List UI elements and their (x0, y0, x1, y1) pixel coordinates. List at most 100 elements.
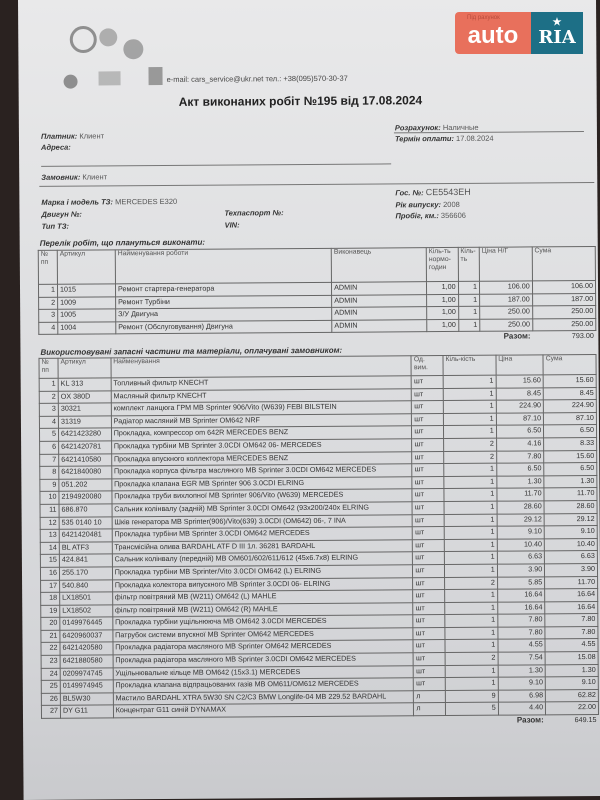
parts-cell: 23 (41, 655, 61, 669)
works-cell: 1 (458, 306, 480, 320)
parts-cell: 29.12 (544, 513, 598, 526)
parts-cell: 535 0140 10 (59, 516, 112, 530)
parts-cell: 5 (445, 702, 499, 716)
parts-cell: 18 (40, 592, 60, 606)
works-header-cell: Ціна Н/Г (479, 246, 533, 282)
parts-cell: 1.30 (545, 664, 599, 678)
parts-cell: 6.63 (497, 551, 545, 565)
parts-cell: шт (412, 551, 445, 565)
parts-cell: 15.60 (543, 450, 597, 463)
parts-table: № пп Артикул Найменування Од. вим. Кіль-кіст… (38, 354, 599, 731)
works-header-cell: Найменування роботи (115, 248, 332, 284)
parts-cell: 6 (39, 441, 59, 454)
parts-cell: 16.64 (497, 588, 545, 602)
parts-cell: 14 (40, 541, 60, 555)
autoria-watermark: Під рахунок auto ★ RIA (455, 12, 583, 54)
vin-label: VIN: (224, 220, 240, 230)
parts-cell: 540.840 (59, 579, 113, 593)
parts-cell: 1 (444, 513, 497, 527)
parts-cell: 1.30 (496, 475, 545, 489)
parts-cell: 15.60 (495, 374, 544, 388)
parts-cell: 3.90 (544, 563, 598, 577)
works-cell: ADMIN (331, 319, 427, 333)
parts-cell: 1.30 (544, 475, 597, 489)
parts-cell: 87.10 (496, 412, 544, 426)
parts-cell: LX18502 (59, 604, 113, 618)
parts-cell: шт (412, 501, 445, 515)
parts-cell: 7.80 (545, 626, 598, 640)
parts-cell: 224.90 (543, 399, 597, 413)
parts-cell: 24 (41, 667, 61, 681)
parts-cell: 1 (443, 488, 497, 502)
works-cell: 250.00 (532, 305, 596, 319)
parts-cell: 051.202 (58, 478, 112, 492)
works-cell: 106.00 (479, 280, 533, 294)
works-total-label: Разом: (503, 331, 531, 341)
parts-cell: 1 (444, 589, 498, 603)
parts-cell: 2 (444, 576, 498, 590)
parts-cell: 10.40 (544, 538, 598, 552)
parts-cell: 9 (445, 690, 499, 703)
parts-total-value: 649.15 (574, 715, 597, 725)
parts-cell: 8 (39, 466, 59, 480)
parts-cell: 16.64 (544, 601, 598, 615)
parts-cell: 22 (40, 642, 61, 656)
parts-cell: 6421423280 (58, 428, 112, 442)
parts-cell: 28.60 (544, 500, 598, 514)
parts-cell: 6420960037 (59, 629, 113, 643)
works-header-cell: Сума (531, 246, 596, 281)
works-cell: ADMIN (331, 306, 427, 321)
auto-parts-logo-icon (63, 26, 163, 89)
parts-cell: 11.70 (544, 487, 598, 501)
parts-cell: 1 (443, 400, 497, 414)
parts-cell: 5.85 (497, 576, 545, 590)
watermark-brand-left: auto (467, 22, 519, 49)
customer-label: Замовник: (41, 172, 81, 182)
parts-cell: 6421840080 (58, 466, 112, 479)
parts-cell: 26 (41, 693, 61, 706)
parts-cell: 15.08 (545, 651, 599, 665)
parts-cell: 7.80 (497, 614, 546, 628)
parts-cell: шт (412, 589, 445, 603)
parts-cell: 9.10 (545, 676, 599, 690)
parts-cell: шт (412, 451, 444, 464)
works-cell: 1 (458, 293, 480, 307)
parts-cell: 6.50 (496, 425, 544, 439)
parts-cell: 9.10 (496, 525, 545, 539)
parts-cell: 9 (39, 478, 59, 492)
works-section-title: Перелік робіт, що плануться виконати: (39, 237, 206, 248)
mileage-value: 356606 (440, 210, 466, 221)
parts-cell: 1 (444, 627, 498, 641)
parts-cell: 30321 (58, 403, 112, 417)
parts-cell: шт (412, 539, 445, 553)
parts-cell: DY G11 (60, 705, 114, 719)
parts-cell: 21 (40, 630, 60, 643)
parts-cell: шт (411, 375, 444, 389)
parts-header-cell: Од. вим. (411, 355, 444, 376)
parts-cell: 224.90 (496, 400, 544, 413)
parts-cell: 6421420580 (59, 642, 113, 656)
parts-cell: 6.63 (544, 550, 598, 564)
term-label: Термін оплати: (394, 133, 454, 144)
parts-cell: 10 (39, 491, 60, 505)
parts-cell: 8.33 (543, 437, 597, 451)
model-label: Марка і модель ТЗ: (41, 197, 113, 207)
type-label: Тип ТЗ: (41, 221, 70, 231)
parts-header-cell: Кіль-кість (442, 355, 496, 376)
parts-cell: 1 (444, 614, 498, 628)
parts-cell: 6.50 (543, 424, 597, 438)
page-title: Акт виконаних робіт №195 від 17.08.2024 (178, 93, 423, 109)
contact-info: e-mail: cars_service@ukr.net тел.: +38(0… (166, 73, 348, 84)
parts-cell: шт (411, 413, 444, 427)
parts-cell: 1 (444, 639, 498, 653)
parts-cell: 1 (443, 463, 497, 477)
model-value: MERCEDES E320 (115, 196, 178, 207)
works-cell: 250.00 (532, 318, 596, 332)
works-cell: 1,00 (426, 281, 459, 295)
parts-header-cell: № пп (39, 358, 59, 379)
parts-header-cell: Ціна (495, 354, 544, 376)
passport-label: Техпаспорт №: (224, 208, 284, 218)
parts-cell: шт (412, 564, 445, 578)
parts-cell: л (413, 690, 446, 704)
works-header-cell: № пп (38, 250, 58, 285)
